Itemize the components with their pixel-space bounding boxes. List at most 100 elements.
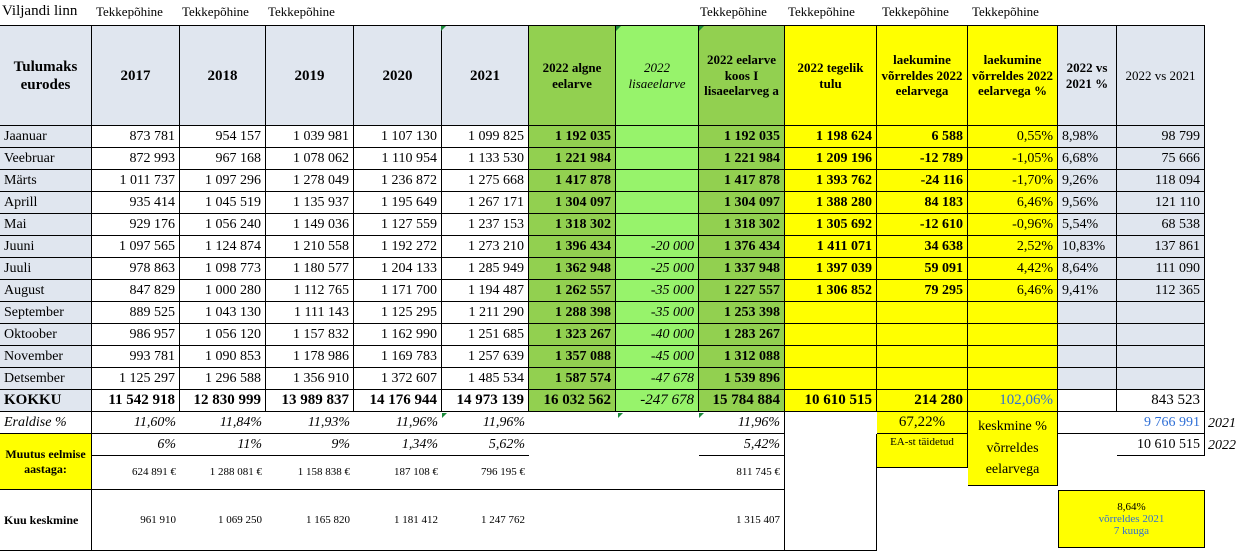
month-label[interactable]: Detsember xyxy=(0,368,92,390)
table-cell[interactable]: 1 257 639 xyxy=(442,346,529,368)
table-cell[interactable]: 112 365 xyxy=(1117,280,1205,302)
header-7[interactable]: 2022 lisaeelarve xyxy=(616,25,699,126)
table-cell[interactable]: 1 056 240 xyxy=(180,214,266,236)
header-9[interactable]: 2022 tegelik tulu xyxy=(785,25,877,126)
header-0[interactable]: Tulumaks eurodes xyxy=(0,25,92,126)
table-cell[interactable] xyxy=(785,368,877,390)
table-cell[interactable]: 1 485 534 xyxy=(442,368,529,390)
table-cell[interactable]: 9,41% xyxy=(1058,280,1117,302)
table-cell[interactable]: -20 000 xyxy=(616,236,699,258)
table-cell[interactable] xyxy=(616,148,699,170)
muutus-eur[interactable]: 1 288 081 € xyxy=(180,456,266,490)
table-cell[interactable]: 1 221 984 xyxy=(529,148,616,170)
table-cell[interactable]: 137 861 xyxy=(1117,236,1205,258)
table-cell[interactable]: 2,52% xyxy=(968,236,1058,258)
table-cell[interactable]: -0,96% xyxy=(968,214,1058,236)
table-cell[interactable]: 1 417 878 xyxy=(529,170,616,192)
table-cell[interactable]: 1 090 853 xyxy=(180,346,266,368)
table-cell[interactable]: 1 192 272 xyxy=(354,236,442,258)
table-cell[interactable]: -35 000 xyxy=(616,280,699,302)
table-cell[interactable]: 1 169 783 xyxy=(354,346,442,368)
table-cell[interactable]: 8,64% xyxy=(1058,258,1117,280)
table-cell[interactable]: 9,56% xyxy=(1058,192,1117,214)
table-cell[interactable]: 847 829 xyxy=(92,280,180,302)
header-1[interactable]: 2017 xyxy=(92,25,180,126)
muutus-eur-2022[interactable]: 811 745 € xyxy=(699,456,785,490)
table-cell[interactable]: 1 417 878 xyxy=(699,170,785,192)
table-cell[interactable]: 6,68% xyxy=(1058,148,1117,170)
kuu-2022[interactable]: 1 315 407 xyxy=(699,490,785,551)
month-label[interactable]: Jaanuar xyxy=(0,126,92,148)
eraldise-2022[interactable]: 11,96% xyxy=(699,412,785,434)
table-cell[interactable] xyxy=(616,126,699,148)
table-cell[interactable]: 1 285 949 xyxy=(442,258,529,280)
table-cell[interactable]: 1 192 035 xyxy=(529,126,616,148)
table-cell[interactable]: 1 195 649 xyxy=(354,192,442,214)
header-2[interactable]: 2018 xyxy=(180,25,266,126)
table-cell[interactable]: 1 045 519 xyxy=(180,192,266,214)
table-cell[interactable]: 1 000 280 xyxy=(180,280,266,302)
table-cell[interactable]: 1 267 171 xyxy=(442,192,529,214)
total-cell[interactable]: 14 176 944 xyxy=(354,390,442,412)
table-cell[interactable]: 75 666 xyxy=(1117,148,1205,170)
table-cell[interactable]: 929 176 xyxy=(92,214,180,236)
table-cell[interactable]: 1 157 832 xyxy=(266,324,354,346)
table-cell[interactable]: 1 275 668 xyxy=(442,170,529,192)
total-cell[interactable]: 14 973 139 xyxy=(442,390,529,412)
muutus-pct[interactable]: 6% xyxy=(92,434,180,456)
table-cell[interactable]: 978 863 xyxy=(92,258,180,280)
header-11[interactable]: laekumine võrreldes 2022 eelarvega % xyxy=(968,25,1058,126)
table-cell[interactable]: 1 376 434 xyxy=(699,236,785,258)
eraldise-value[interactable]: 11,96% xyxy=(442,412,529,434)
table-cell[interactable] xyxy=(616,192,699,214)
table-cell[interactable]: 1 253 398 xyxy=(699,302,785,324)
table-cell[interactable]: 1 043 130 xyxy=(180,302,266,324)
table-cell[interactable]: 1 209 196 xyxy=(785,148,877,170)
table-cell[interactable]: 1 396 434 xyxy=(529,236,616,258)
muutus-eur[interactable]: 796 195 € xyxy=(442,456,529,490)
month-label[interactable]: Juuni xyxy=(0,236,92,258)
val-2022[interactable]: 10 610 515 xyxy=(1117,434,1205,456)
table-cell[interactable]: 1 078 062 xyxy=(266,148,354,170)
total-cell[interactable]: 843 523 xyxy=(1117,390,1205,412)
table-cell[interactable] xyxy=(1058,368,1117,390)
table-cell[interactable]: 1 306 852 xyxy=(785,280,877,302)
total-cell[interactable]: 102,06% xyxy=(968,390,1058,412)
table-cell[interactable]: 1 135 937 xyxy=(266,192,354,214)
month-label[interactable]: Märts xyxy=(0,170,92,192)
table-cell[interactable]: 1 149 036 xyxy=(266,214,354,236)
month-label[interactable]: Juuli xyxy=(0,258,92,280)
total-cell[interactable]: 15 784 884 xyxy=(699,390,785,412)
total-label[interactable]: KOKKU xyxy=(0,390,92,412)
table-cell[interactable]: 1 411 071 xyxy=(785,236,877,258)
table-cell[interactable]: 993 781 xyxy=(92,346,180,368)
kuu-value[interactable]: 1 069 250 xyxy=(180,490,266,551)
month-label[interactable]: Oktoober xyxy=(0,324,92,346)
table-cell[interactable]: 1 296 588 xyxy=(180,368,266,390)
month-label[interactable]: August xyxy=(0,280,92,302)
kuu-value[interactable]: 961 910 xyxy=(92,490,180,551)
table-cell[interactable]: -1,70% xyxy=(968,170,1058,192)
table-cell[interactable]: 1 198 624 xyxy=(785,126,877,148)
header-8[interactable]: 2022 eelarve koos I lisaeelarveg a xyxy=(699,25,785,126)
table-cell[interactable]: 1 318 302 xyxy=(529,214,616,236)
table-cell[interactable]: 1 304 097 xyxy=(529,192,616,214)
table-cell[interactable]: 84 183 xyxy=(877,192,968,214)
table-cell[interactable]: 1 211 290 xyxy=(442,302,529,324)
table-cell[interactable]: 10,83% xyxy=(1058,236,1117,258)
table-cell[interactable]: 1 372 607 xyxy=(354,368,442,390)
table-cell[interactable]: -1,05% xyxy=(968,148,1058,170)
table-cell[interactable]: 98 799 xyxy=(1117,126,1205,148)
table-cell[interactable] xyxy=(1117,302,1205,324)
table-cell[interactable] xyxy=(616,214,699,236)
muutus-eur[interactable]: 1 158 838 € xyxy=(266,456,354,490)
header-5[interactable]: 2021 xyxy=(442,25,529,126)
table-cell[interactable]: -12 789 xyxy=(877,148,968,170)
table-cell[interactable] xyxy=(968,368,1058,390)
table-cell[interactable]: 1 318 302 xyxy=(699,214,785,236)
header-10[interactable]: laekumine võrreldes 2022 eelarvega xyxy=(877,25,968,126)
table-cell[interactable]: 986 957 xyxy=(92,324,180,346)
table-cell[interactable]: -45 000 xyxy=(616,346,699,368)
table-cell[interactable]: 9,26% xyxy=(1058,170,1117,192)
table-cell[interactable]: 6 588 xyxy=(877,126,968,148)
